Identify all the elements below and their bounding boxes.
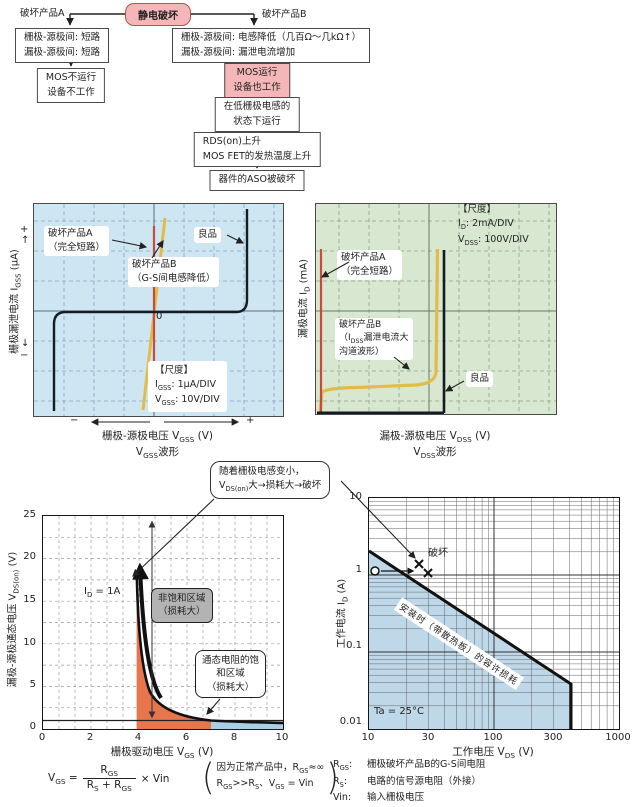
soa-y-tick: 1 xyxy=(355,564,362,575)
vgs-formula: VGS = RGS RS + RGS × Vin xyxy=(48,764,169,794)
vdson-curve xyxy=(135,573,283,725)
vgs-x-tick: 2 xyxy=(86,732,94,743)
trace-product-b xyxy=(318,248,440,414)
formula-note-group: ( 因为正常产品中，RGS≈∞ RGS>>RS、VGS = Vin ) xyxy=(202,755,339,799)
vgss-ann-product-b: 破坏产品B （G-S间电感降低） xyxy=(128,257,220,287)
vdss-y-axis-title: 漏极电流 ID (mA) xyxy=(298,258,312,339)
def-rs: RS: 电路的信号源电阻（外接） xyxy=(333,775,482,789)
vgs-x-tick: 4 xyxy=(134,732,142,743)
vgs-y-tick: 25 xyxy=(23,509,36,520)
flow-box-mos-running: MOS运行 设备也工作 xyxy=(224,63,290,99)
vgs-x-tick: 8 xyxy=(230,732,238,743)
flow-box-b-symptoms: 栅极-源极间: 电感降低（几百Ω～几kΩ↑） 漏极-源极间: 漏泄电流增加 xyxy=(172,28,371,64)
soa-x-tick: 30 xyxy=(421,732,435,743)
vgss-x-plus: + xyxy=(246,415,255,426)
formula-note-2: RGS>>RS、VGS = Vin xyxy=(216,778,314,791)
paren-close: ) xyxy=(326,755,339,799)
soa-y-tick: 10 xyxy=(349,491,362,502)
formula-mul: × Vin xyxy=(140,772,170,785)
formula-lhs: VGS = xyxy=(48,771,78,786)
vdss-scope-plot xyxy=(315,203,557,415)
vdss-ann-product-b: 破坏产品B （IDSS漏泄电流大 沟道波形） xyxy=(335,318,413,361)
vgss-caption: VGSS波形 xyxy=(135,446,180,461)
vgss-scale-box: 【尺度】 IGSS: 1μA/DIV VGSS: 10V/DIV xyxy=(148,361,227,412)
vgs-x-axis-title: 栅极驱动电压 VGS (V) xyxy=(110,746,214,761)
vgss-x-minus: − xyxy=(70,415,79,426)
soa-x-axis-title: 工作电压 VDS (V) xyxy=(452,746,534,761)
flow-box-mos-stopped: MOS不运行 设备不工作 xyxy=(36,68,106,104)
vgss-minus-mark: − xyxy=(20,350,29,361)
soa-x-tick: 300 xyxy=(543,732,563,743)
vdss-ann-good: 良品 xyxy=(466,371,494,387)
vgs-x-tick: 10 xyxy=(275,732,289,743)
flow-box-rdson-rise: RDS(on)上升 MOS FET的发热温度上升 xyxy=(193,132,321,168)
def-vin: Vin: 输入栅极电压 xyxy=(333,792,425,804)
vgss-zero-label: 0 xyxy=(156,311,163,322)
vdss-ann-product-a: 破坏产品A （完全短路） xyxy=(337,250,403,280)
vgss-plus-mark: + xyxy=(20,224,29,235)
paren-open: ( xyxy=(202,755,215,799)
vgs-x-tick: 0 xyxy=(38,732,46,743)
soa-destroy-label: 破坏 xyxy=(428,548,448,559)
vgs-ann-nonsaturation: 非饱和区域 （损耗大） xyxy=(151,588,213,623)
flow-box-low-impedance: 在低栅极电感的 状态下运行 xyxy=(214,97,300,133)
flow-box-a-symptoms: 栅极-源极间: 短路 漏极-源极间: 短路 xyxy=(15,28,110,64)
vgs-y-tick: 0 xyxy=(29,721,36,732)
def-rgs: RGS: 栅极破坏产品B的G-S间电阻 xyxy=(333,759,486,772)
trace-good xyxy=(52,209,249,411)
vdss-scale-text: 【尺度】 ID: 2mA/DIV VDSS: 100V/DIV xyxy=(458,204,529,248)
soa-x-tick: 10 xyxy=(361,732,375,743)
soa-temp-label: Ta = 25°C xyxy=(374,706,425,717)
soa-x-tick: 1000 xyxy=(605,732,631,743)
vgs-id-condition: ID = 1A xyxy=(84,586,121,599)
vgs-x-tick: 6 xyxy=(182,732,190,743)
vdss-scope-traces xyxy=(316,204,556,414)
region-nonsaturation xyxy=(136,597,211,729)
flow-root-esd-damage: 静电破坏 xyxy=(125,3,191,26)
vgs-ann-saturation: 通态电阻的饱 和区域 （损耗大） xyxy=(195,650,267,698)
soa-y-tick: 0.01 xyxy=(339,716,362,727)
destroyed-x-markers xyxy=(414,559,433,578)
vgss-ann-product-a: 破坏产品A （完全短路） xyxy=(44,226,110,256)
vgs-y-tick: 5 xyxy=(29,679,36,690)
flow-label-product-a: 破坏产品A xyxy=(20,8,65,19)
vdss-caption: VDSS波形 xyxy=(413,446,457,461)
soa-allowed-region xyxy=(369,551,571,729)
vgss-ann-good: 良品 xyxy=(194,227,222,243)
vdss-x-axis-title: 漏极-源极电压 VDSS (V) xyxy=(379,430,491,445)
flow-box-aso-destroyed: 器件的ASO被破坏 xyxy=(209,170,305,191)
flow-label-product-b: 破坏产品B xyxy=(262,9,307,20)
vgss-x-axis-title: 栅极-源极电压 VGSS (V) xyxy=(101,430,214,445)
up-arrow-icon: ↑ xyxy=(21,235,30,246)
soa-plot-canvas xyxy=(369,498,619,729)
mid-note-box: 随着栅极电感变小， VDS(on)大→损耗大→破坏 xyxy=(210,461,331,500)
formula-note-1: 因为正常产品中，RGS≈∞ xyxy=(216,762,325,776)
vgss-y-axis-title: 栅极漏泄电流 IGSS (μA) xyxy=(9,249,23,354)
formula-fraction: RGS RS + RGS xyxy=(82,764,136,794)
down-arrow-icon: ↓ xyxy=(21,338,30,349)
vgs-y-tick: 10 xyxy=(23,637,36,648)
soa-x-tick: 100 xyxy=(483,732,503,743)
vgs-y-tick: 20 xyxy=(23,551,36,562)
symbol-definitions: RGS: 栅极破坏产品B的G-S间电阻 RS: 电路的信号源电阻（外接） Vin… xyxy=(333,757,485,805)
operating-point-marker xyxy=(370,566,380,576)
soa-y-tick: 0.1 xyxy=(346,640,362,651)
vgs-y-tick: 15 xyxy=(23,594,36,605)
rising-loss-arrow xyxy=(132,562,163,700)
soa-boundary-line xyxy=(369,549,573,729)
